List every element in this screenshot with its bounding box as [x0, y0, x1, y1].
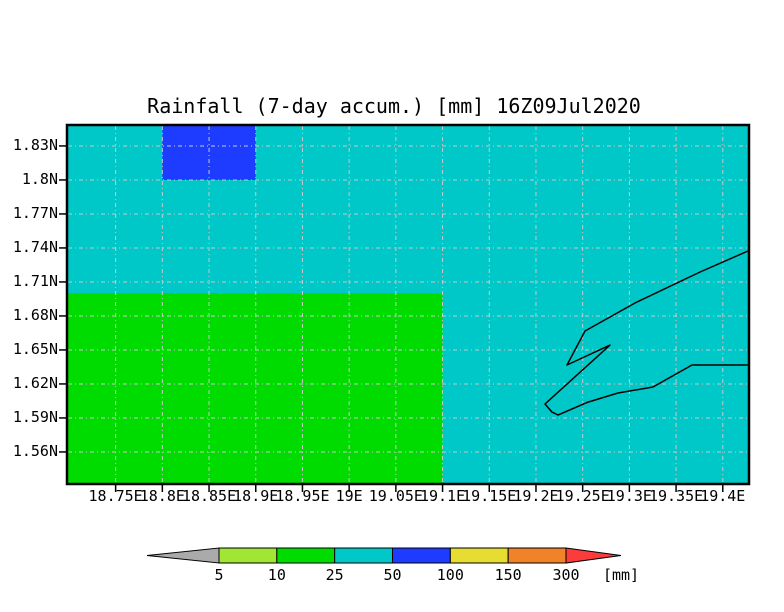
y-tick-label: 1.83N: [12, 136, 58, 155]
x-tick-label: 18.75E: [88, 487, 143, 505]
x-tick-label: 18.8E: [139, 487, 185, 505]
colorbar-segment: [392, 547, 451, 564]
y-tick-label: 1.68N: [12, 306, 58, 325]
x-tick-label: 19.2E: [513, 487, 559, 505]
colorbar-segment: [507, 547, 567, 564]
colorbar-tick-label: 300: [552, 566, 580, 584]
colorbar-tick-label: 100: [436, 566, 464, 584]
y-tick-label: 1.71N: [12, 272, 58, 291]
y-tick-label: 1.74N: [12, 238, 58, 257]
y-tick-label: 1.77N: [12, 204, 58, 223]
y-tick-label: 1.62N: [12, 374, 58, 393]
colorbar-tick-label: 5: [214, 566, 224, 584]
x-tick-label: 18.9E: [233, 487, 279, 505]
colorbar-tick-label: 50: [383, 566, 402, 584]
coastline: [544, 250, 749, 416]
x-tick-label: 19.25E: [555, 487, 610, 505]
x-tick-label: 19E: [335, 487, 363, 505]
x-tick-label: 19.05E: [368, 487, 423, 505]
rain-cell-10-25: [68, 293, 443, 483]
x-tick-label: 19.4E: [700, 487, 746, 505]
colorbar-right-arrow: [565, 547, 622, 564]
colorbar-segment: [449, 547, 509, 564]
y-tick-label: 1.8N: [21, 170, 58, 189]
colorbar-segment: [218, 547, 278, 564]
x-tick-label: 19.3E: [606, 487, 652, 505]
colorbar-left-arrow: [146, 547, 220, 564]
colorbar-tick-label: 150: [494, 566, 522, 584]
x-tick-label: 19.1E: [419, 487, 466, 505]
colorbar-segment: [276, 547, 336, 564]
x-tick-label: 18.85E: [181, 487, 237, 505]
colorbar-tick-label: 10: [267, 566, 286, 584]
x-tick-label: 19.15E: [462, 487, 517, 505]
colorbar-segment: [334, 547, 393, 564]
y-tick-label: 1.65N: [12, 340, 58, 359]
y-tick-label: 1.59N: [12, 408, 58, 427]
colorbar-tick-label: 25: [325, 566, 344, 584]
y-tick-label: 1.56N: [12, 442, 58, 461]
colorbar-unit-label: [mm]: [602, 566, 640, 584]
plot-border: [65, 123, 751, 486]
x-tick-label: 19.35E: [648, 487, 704, 505]
chart-title: Rainfall (7-day accum.) [mm] 16Z09Jul202…: [147, 94, 641, 118]
x-tick-label: 18.95E: [275, 487, 330, 505]
